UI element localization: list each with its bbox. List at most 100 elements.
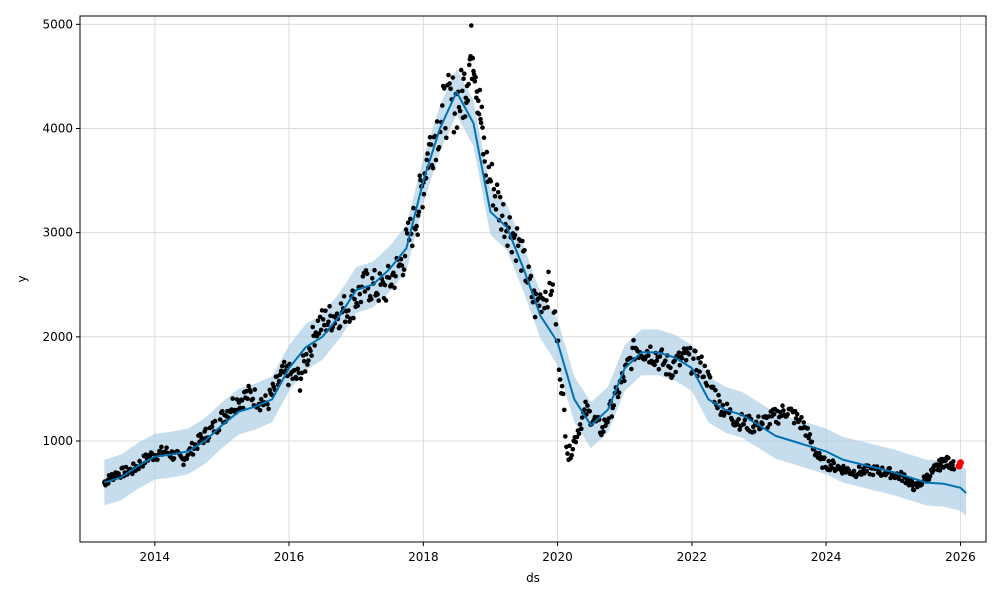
observed-point <box>585 403 590 408</box>
observed-point <box>767 421 773 427</box>
observed-point <box>730 417 735 423</box>
observed-point <box>246 383 251 389</box>
observed-point <box>399 263 405 268</box>
observed-point <box>699 354 704 360</box>
observed-point <box>295 366 301 372</box>
observed-point <box>466 81 471 87</box>
observed-point <box>130 471 135 477</box>
observed-point <box>562 407 567 413</box>
observed-point <box>570 446 576 452</box>
observed-point <box>631 338 636 343</box>
observed-point <box>404 231 410 236</box>
observed-point <box>501 202 506 207</box>
observed-point <box>826 458 831 464</box>
observed-point <box>579 415 585 420</box>
observed-point <box>490 203 496 208</box>
observed-point <box>131 461 136 467</box>
observed-point <box>473 74 478 80</box>
observed-point <box>489 161 495 167</box>
observed-point <box>543 289 548 295</box>
observed-point <box>756 414 761 419</box>
observed-point <box>442 86 447 91</box>
x-axis-label: ds <box>526 571 540 585</box>
observed-point <box>306 358 311 363</box>
observed-point <box>454 125 460 130</box>
observed-point <box>611 403 617 408</box>
observed-point <box>302 369 308 374</box>
observed-point <box>230 396 235 401</box>
observed-point <box>433 157 439 163</box>
observed-point <box>200 436 205 441</box>
observed-point <box>710 384 716 390</box>
observed-point <box>573 439 579 445</box>
observed-point <box>457 108 463 114</box>
observed-point <box>569 453 574 458</box>
observed-point <box>263 393 268 398</box>
observed-point <box>553 322 559 327</box>
observed-point <box>476 98 481 103</box>
observed-point <box>266 406 271 412</box>
observed-point <box>286 382 291 388</box>
observed-point <box>297 388 303 393</box>
observed-point <box>181 462 186 468</box>
observed-point <box>780 403 785 409</box>
observed-point <box>931 467 936 473</box>
observed-point <box>478 116 483 122</box>
observed-point <box>587 409 592 414</box>
grid-lines <box>80 16 986 542</box>
observed-point <box>851 468 857 474</box>
observed-point <box>707 375 713 380</box>
observed-point <box>414 223 419 229</box>
observed-point <box>702 363 708 369</box>
observed-point <box>305 362 310 367</box>
observed-point <box>408 216 413 222</box>
observed-point <box>461 76 466 81</box>
observed-point <box>829 465 835 471</box>
observed-point <box>417 173 423 178</box>
observed-point <box>434 119 440 124</box>
observed-point <box>609 414 615 419</box>
observed-point <box>357 291 363 297</box>
observed-point <box>342 319 348 325</box>
observed-point <box>548 292 553 298</box>
observed-point <box>444 135 449 141</box>
observed-point <box>715 405 720 411</box>
observed-point <box>421 191 427 197</box>
observed-point <box>776 421 781 426</box>
observed-point <box>301 358 307 364</box>
observed-point <box>470 55 476 61</box>
observed-point <box>704 383 710 388</box>
observed-point <box>217 417 223 422</box>
y-tick-label: 5000 <box>42 17 73 31</box>
x-tick-label: 2014 <box>140 550 171 564</box>
observed-point <box>416 209 422 215</box>
observed-point <box>526 264 531 270</box>
observed-point <box>164 445 169 451</box>
observed-point <box>258 396 264 402</box>
observed-point <box>351 315 356 321</box>
observed-point <box>312 343 318 348</box>
x-axis: 2014 2016 2018 2020 2022 2024 2026 <box>140 542 976 564</box>
observed-point <box>209 424 215 430</box>
observed-point <box>212 418 218 424</box>
observed-point <box>672 358 677 364</box>
observed-point <box>519 268 524 273</box>
observed-point <box>364 271 370 277</box>
observed-point <box>927 474 933 479</box>
observed-point <box>362 289 368 294</box>
observed-point <box>691 356 696 362</box>
observed-point <box>741 421 746 427</box>
observed-point <box>601 429 606 435</box>
observed-point <box>579 426 584 432</box>
observed-point <box>663 372 669 377</box>
observed-point <box>428 142 434 147</box>
observed-point <box>298 376 304 382</box>
observed-point <box>456 104 462 110</box>
observed-point <box>899 478 905 484</box>
observed-point <box>309 353 314 358</box>
observed-point <box>452 111 458 116</box>
observed-point <box>400 272 406 278</box>
observed-point <box>346 308 351 313</box>
observed-point <box>495 190 501 195</box>
observed-point <box>281 359 287 365</box>
